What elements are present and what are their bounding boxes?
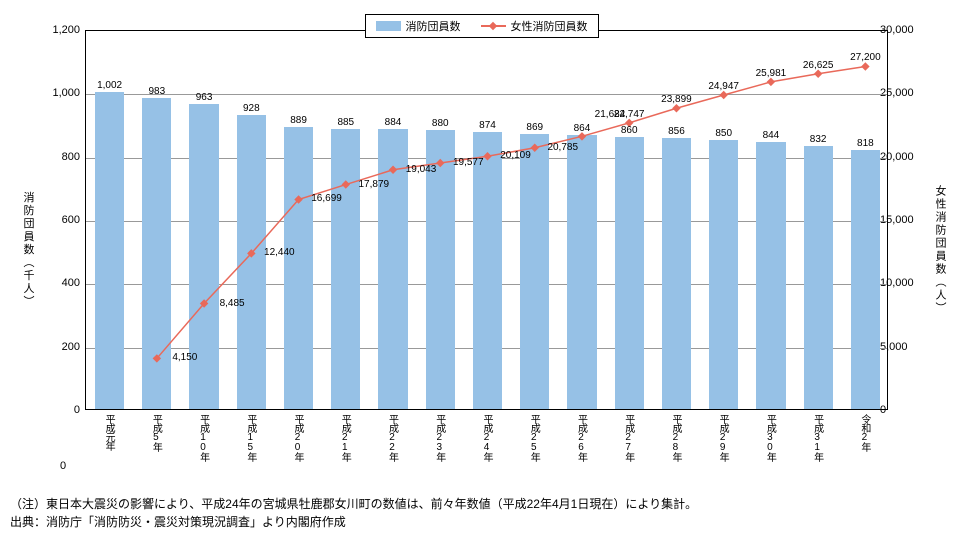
- bar-value-label: 869: [526, 122, 543, 133]
- bar-value-label: 844: [763, 130, 780, 141]
- x-axis-zero: 0: [60, 460, 66, 472]
- x-tick-label: 平成21年: [337, 414, 352, 461]
- x-axis: 平成元年 平成5年 平成10年 平成15年 平成20年 平成21年 平成22年 平成23年 平成…: [85, 412, 888, 472]
- plot-area: 1,002 983 963 928 889 885 884 880 874 869 864 860 85…: [85, 30, 888, 410]
- bar-value-label: 889: [290, 115, 307, 126]
- bar-value-label: 884: [385, 117, 402, 128]
- bar-value-label: 885: [337, 117, 354, 128]
- line-value-label: 24,947: [708, 81, 739, 92]
- x-tick-label: 令和2年: [857, 414, 872, 451]
- legend-swatch-line-icon: [481, 25, 506, 27]
- data-labels-layer: 1,002 983 963 928 889 885 884 880 874 869 864 860 85…: [86, 31, 887, 409]
- right-axis-label: 女性消防団員数（人）: [932, 185, 948, 315]
- line-value-label: 16,699: [311, 193, 342, 204]
- legend: 消防団員数 女性消防団員数: [365, 14, 599, 38]
- x-tick-label: 平成5年: [148, 414, 163, 451]
- chart-container: 消防団員数 女性消防団員数 消防団員数（千人） 女性消防団員数（人） 0 200 4…: [10, 10, 953, 490]
- legend-label-line: 女性消防団員数: [511, 18, 588, 34]
- line-value-label: 17,879: [358, 179, 389, 190]
- line-value-label: 26,625: [803, 60, 834, 71]
- x-tick-label: 平成28年: [668, 414, 683, 461]
- line-value-label: 20,109: [500, 150, 531, 161]
- bar-value-label: 850: [715, 128, 732, 139]
- line-value-label: 12,440: [264, 247, 295, 258]
- legend-swatch-bar-icon: [376, 21, 401, 31]
- bar-value-label: 880: [432, 118, 449, 129]
- footnote: （注）東日本大震災の影響により、平成24年の宮城県牡鹿郡女川町の数値は、前々年数…: [10, 495, 953, 531]
- legend-item-bar: 消防団員数: [376, 18, 461, 34]
- x-tick-label: 平成15年: [243, 414, 258, 461]
- x-tick-label: 平成10年: [196, 414, 211, 461]
- x-tick-label: 平成20年: [290, 414, 305, 461]
- x-tick-label: 平成24年: [479, 414, 494, 461]
- line-value-label: 23,899: [661, 94, 692, 105]
- footnote-line1: （注）東日本大震災の影響により、平成24年の宮城県牡鹿郡女川町の数値は、前々年数…: [10, 495, 953, 513]
- bar-value-label: 864: [574, 123, 591, 134]
- line-value-label: 25,981: [756, 68, 787, 79]
- line-value-label: 22,747: [614, 109, 645, 120]
- legend-item-line: 女性消防団員数: [481, 18, 588, 34]
- x-tick-label: 平成26年: [573, 414, 588, 461]
- bar-value-label: 860: [621, 125, 638, 136]
- left-tick: 1,000: [50, 87, 80, 99]
- left-tick: 400: [50, 277, 80, 289]
- bar-value-label: 818: [857, 138, 874, 149]
- bar-value-label: 832: [810, 134, 827, 145]
- left-tick: 200: [50, 341, 80, 353]
- left-axis-ticks: 02004006008001,0001,200: [50, 30, 80, 410]
- footnote-line2: 出典：消防庁「消防防災・震災対策現況調査」より内閣府作成: [10, 513, 953, 531]
- left-tick: 1,200: [50, 24, 80, 36]
- x-tick-label: 平成元年: [101, 414, 116, 450]
- line-value-label: 4,150: [172, 352, 197, 363]
- line-value-label: 19,043: [406, 164, 437, 175]
- line-value-label: 27,200: [850, 52, 881, 63]
- bar-value-label: 963: [196, 92, 213, 103]
- left-tick: 800: [50, 151, 80, 163]
- legend-label-bar: 消防団員数: [406, 18, 461, 34]
- x-tick-label: 平成27年: [621, 414, 636, 461]
- x-tick-label: 平成30年: [762, 414, 777, 461]
- bar-value-label: 856: [668, 126, 685, 137]
- bar-value-label: 1,002: [97, 80, 122, 91]
- x-tick-label: 平成23年: [432, 414, 447, 461]
- x-tick-label: 平成22年: [385, 414, 400, 461]
- line-value-label: 19,577: [453, 157, 484, 168]
- bar-value-label: 983: [149, 86, 166, 97]
- left-axis-label: 消防団員数（千人）: [20, 192, 36, 309]
- line-value-label: 20,785: [547, 142, 578, 153]
- bar-value-label: 874: [479, 120, 496, 131]
- x-tick-label: 平成25年: [526, 414, 541, 461]
- x-tick-label: 平成31年: [810, 414, 825, 461]
- left-tick: 600: [50, 214, 80, 226]
- left-tick: 0: [50, 404, 80, 416]
- line-value-label: 8,485: [220, 298, 245, 309]
- bar-value-label: 928: [243, 103, 260, 114]
- x-tick-label: 平成29年: [715, 414, 730, 461]
